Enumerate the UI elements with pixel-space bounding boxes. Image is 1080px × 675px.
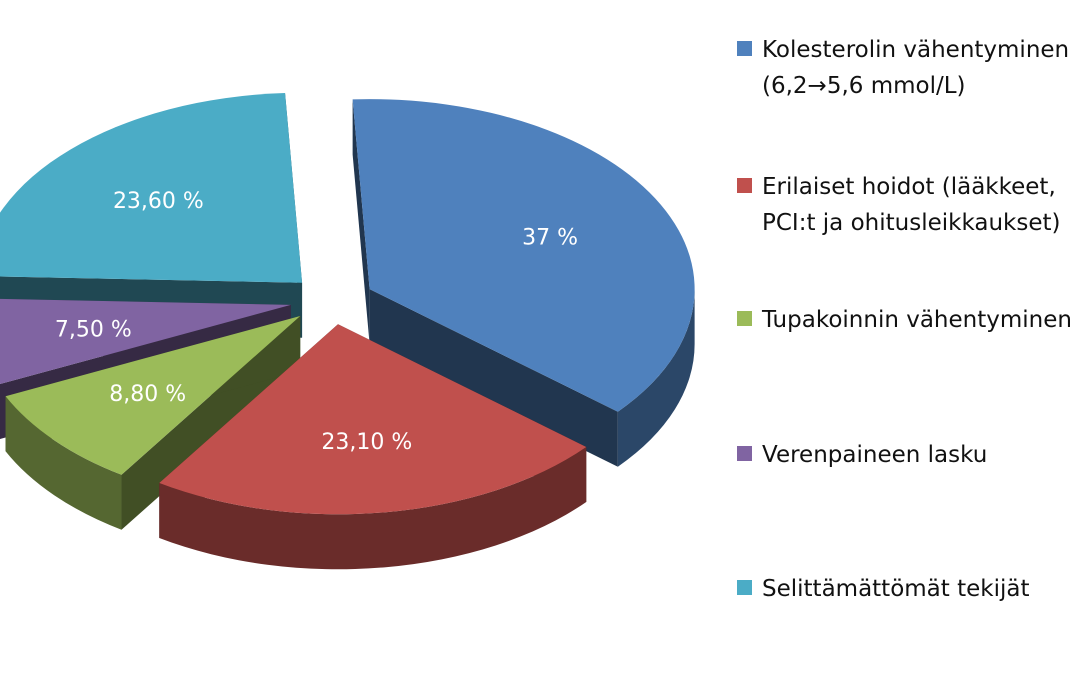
slice-wall <box>617 289 695 467</box>
data-label: 23,60 % <box>113 189 204 214</box>
slice-wall <box>159 446 587 570</box>
slice-tops <box>0 93 695 515</box>
legend-label: Selittämättömät tekijät <box>762 576 1030 602</box>
legend-swatch <box>737 178 752 193</box>
legend-label: Tupakoinnin vähentyminen <box>762 307 1072 333</box>
data-label: 23,10 % <box>321 430 412 455</box>
slice-labels: 37 % 23,10 % 8,80 % 7,50 % 23,60 % <box>55 189 578 455</box>
legend-swatch <box>737 580 752 595</box>
pie-slice <box>0 93 303 283</box>
pie-slice <box>5 316 301 475</box>
pie-slice <box>352 99 695 412</box>
slice-edge-face <box>369 289 618 467</box>
legend-item-hoidot: Erilaiset hoidot (lääkkeet, PCI:t ja ohi… <box>737 169 1080 241</box>
legend-swatch <box>737 311 752 326</box>
legend: Kolesterolin vähentyminen (6,2→5,6 mmol/… <box>737 0 1080 675</box>
legend-swatch <box>737 446 752 461</box>
legend-swatch <box>737 41 752 56</box>
legend-label: Erilaiset hoidot (lääkkeet, PCI:t ja ohi… <box>762 174 1061 236</box>
pie-slice <box>159 324 587 515</box>
legend-label: Kolesterolin vähentyminen (6,2→5,6 mmol/… <box>762 37 1070 99</box>
slice-edge-face <box>352 99 370 345</box>
legend-label: Verenpaineen lasku <box>762 442 988 468</box>
legend-item-selittamattomat: Selittämättömät tekijät <box>737 571 1080 607</box>
pie-chart: 37 % 23,10 % 8,80 % 7,50 % 23,60 % <box>0 93 695 570</box>
data-label: 37 % <box>522 226 578 251</box>
data-label: 7,50 % <box>55 317 132 342</box>
legend-item-tupakointi: Tupakoinnin vähentyminen <box>737 302 1080 338</box>
legend-item-verenpaine: Verenpaineen lasku <box>737 437 1080 473</box>
legend-item-kolesterolin: Kolesterolin vähentyminen (6,2→5,6 mmol/… <box>737 32 1080 104</box>
pie-slice <box>0 298 291 385</box>
slice-wall <box>5 396 122 530</box>
data-label: 8,80 % <box>109 382 186 407</box>
